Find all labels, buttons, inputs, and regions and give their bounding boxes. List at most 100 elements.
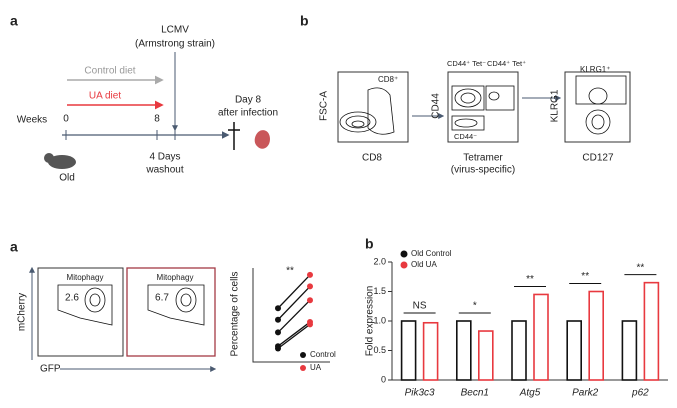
gate-value: 2.6 bbox=[65, 293, 79, 304]
axis-label: CD44 bbox=[431, 93, 442, 119]
flow-plot bbox=[337, 71, 409, 143]
significance: ** bbox=[581, 271, 589, 282]
gate bbox=[485, 85, 515, 111]
axis-label: GFP bbox=[40, 364, 61, 375]
cross bbox=[228, 122, 240, 150]
point bbox=[307, 297, 313, 304]
pair-line bbox=[277, 274, 311, 309]
gate-value: 6.7 bbox=[155, 293, 169, 304]
infection: LCMV bbox=[161, 25, 189, 36]
gate bbox=[575, 75, 627, 105]
gate-label: CD44⁺ Tet⁻ bbox=[447, 59, 486, 68]
significance: ** bbox=[526, 274, 534, 285]
point bbox=[275, 345, 281, 352]
bar bbox=[422, 321, 439, 381]
contours bbox=[84, 287, 197, 313]
flow-plot bbox=[564, 71, 631, 143]
panel-label: a bbox=[10, 239, 18, 255]
weeks: Weeks bbox=[17, 115, 47, 126]
significance: NS bbox=[413, 301, 427, 312]
ua-diet: UA diet bbox=[89, 91, 121, 102]
bar bbox=[643, 281, 660, 381]
y-tick-label: 1.0 bbox=[373, 315, 386, 325]
pair-line bbox=[277, 285, 311, 321]
strain: (Armstrong strain) bbox=[135, 39, 215, 50]
axis-label: FSC-A bbox=[319, 91, 330, 121]
legend-label: Control bbox=[310, 350, 336, 359]
point bbox=[307, 283, 313, 290]
control-diet: Control diet bbox=[84, 66, 135, 77]
point bbox=[307, 271, 313, 278]
bar bbox=[588, 290, 605, 381]
axis-label: CD127 bbox=[582, 153, 614, 164]
gate-label: CD8⁺ bbox=[378, 75, 398, 84]
axis-label: CD8 bbox=[362, 153, 382, 164]
mouse bbox=[48, 155, 76, 169]
week-label: 0 bbox=[63, 114, 69, 125]
y-axis-label: Fold expression bbox=[365, 286, 376, 357]
bar bbox=[621, 320, 638, 381]
washout-days: 4 Days bbox=[149, 152, 180, 163]
y-tick-label: 0.5 bbox=[373, 345, 386, 355]
gate-label: Mitophagy bbox=[157, 273, 194, 282]
x-tick-label: Atg5 bbox=[519, 388, 541, 399]
gate-label: Mitophagy bbox=[67, 273, 104, 282]
after: after infection bbox=[218, 108, 278, 119]
pair-line bbox=[277, 323, 311, 350]
day: Day 8 bbox=[235, 95, 262, 106]
significance: ** bbox=[637, 262, 645, 273]
washout: washout bbox=[145, 165, 183, 176]
bar bbox=[533, 293, 549, 381]
legend-marker bbox=[400, 250, 408, 258]
gate bbox=[367, 87, 395, 135]
legend-marker bbox=[300, 365, 306, 371]
week-label: 8 bbox=[154, 114, 160, 125]
legend-label: Old UA bbox=[411, 260, 437, 269]
legend-marker bbox=[300, 352, 306, 358]
axis bbox=[252, 268, 330, 363]
x-tick-label: Pik3c3 bbox=[405, 388, 435, 399]
point bbox=[275, 316, 281, 323]
axis-label: (virus-specific) bbox=[451, 165, 515, 176]
x-tick-label: Park2 bbox=[572, 388, 599, 399]
bar bbox=[511, 320, 527, 381]
bar bbox=[455, 320, 472, 381]
gate-label: KLRG1⁺ bbox=[580, 65, 610, 74]
y-tick-label: 2.0 bbox=[373, 256, 386, 266]
y-tick-label: 1.5 bbox=[373, 286, 386, 296]
mouse bbox=[44, 153, 54, 163]
mouse-label: Old bbox=[59, 173, 75, 184]
flow-plot bbox=[37, 267, 124, 357]
gate bbox=[57, 284, 113, 326]
axis-label: mCherry bbox=[17, 293, 28, 331]
pair-line bbox=[277, 321, 311, 347]
x-tick-label: Becn1 bbox=[461, 388, 489, 399]
gate bbox=[147, 284, 205, 326]
significance: ** bbox=[286, 266, 294, 277]
point bbox=[307, 321, 313, 328]
axis-label: KLRG1 bbox=[550, 89, 561, 122]
bar bbox=[566, 320, 583, 381]
x-tick-label: p62 bbox=[631, 388, 649, 399]
bar bbox=[400, 320, 417, 381]
flow-plot bbox=[126, 267, 216, 357]
contours bbox=[585, 87, 611, 135]
panel-label: b bbox=[300, 13, 309, 29]
contours bbox=[454, 88, 500, 128]
contours bbox=[339, 111, 377, 133]
gate bbox=[451, 115, 485, 131]
spleen bbox=[254, 130, 270, 149]
gate-label: CD44⁺ Tet⁺ bbox=[487, 59, 526, 68]
axis-label: Tetramer bbox=[463, 153, 503, 164]
flow-plot bbox=[447, 71, 519, 143]
significance: * bbox=[473, 301, 477, 312]
point bbox=[275, 305, 281, 312]
point bbox=[275, 329, 281, 336]
gate-label: CD44⁻ bbox=[454, 132, 477, 141]
y-tick-label: 0 bbox=[381, 374, 386, 384]
panel-label: b bbox=[365, 236, 374, 252]
bar bbox=[477, 330, 494, 381]
panel-label: a bbox=[10, 13, 18, 29]
legend-marker bbox=[400, 261, 408, 269]
